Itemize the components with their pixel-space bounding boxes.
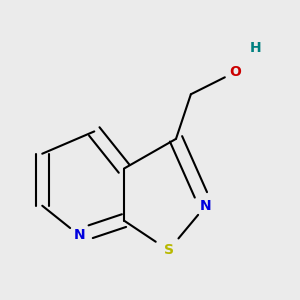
Text: O: O: [230, 65, 242, 79]
Text: H: H: [250, 41, 262, 55]
Text: O: O: [230, 65, 242, 79]
Text: S: S: [164, 243, 174, 257]
Text: N: N: [74, 229, 85, 242]
Text: N: N: [200, 199, 212, 213]
